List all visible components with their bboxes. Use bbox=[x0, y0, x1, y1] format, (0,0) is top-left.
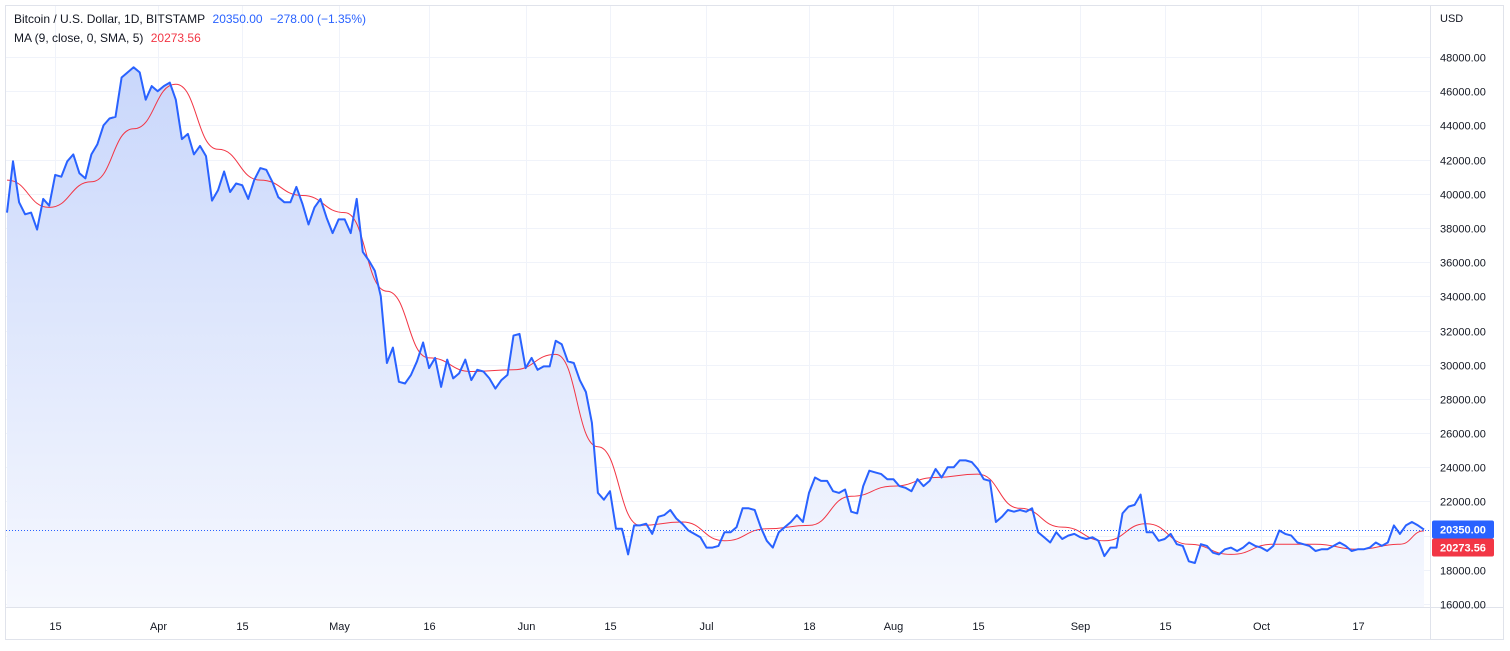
x-tick-label: 15 bbox=[236, 621, 248, 633]
y-tick-label: 46000.00 bbox=[1440, 87, 1486, 99]
x-tick-label: Jun bbox=[518, 621, 536, 633]
x-tick-label: Oct bbox=[1253, 621, 1270, 633]
symbol-title[interactable]: Bitcoin / U.S. Dollar, 1D, BITSTAMP bbox=[14, 12, 206, 26]
x-tick-label: 15 bbox=[972, 621, 984, 633]
last-price-value: 20350.00 bbox=[212, 12, 263, 26]
y-tick-label: 18000.00 bbox=[1440, 566, 1486, 578]
ma-line bbox=[6, 83, 1425, 555]
axis-labels: 16000.0018000.0020000.0022000.0024000.00… bbox=[49, 53, 1494, 633]
currency-label: USD bbox=[1440, 13, 1464, 25]
x-tick-label: Apr bbox=[150, 621, 167, 633]
x-tick-label: Jul bbox=[699, 621, 713, 633]
y-tick-label: 40000.00 bbox=[1440, 190, 1486, 202]
chart-frame bbox=[5, 5, 1504, 640]
y-tick-label: 42000.00 bbox=[1440, 156, 1486, 168]
y-tick-label: 26000.00 bbox=[1440, 429, 1486, 441]
x-tick-label: Aug bbox=[884, 621, 904, 633]
x-tick-label: 17 bbox=[1352, 621, 1364, 633]
x-tick-label: 18 bbox=[803, 621, 815, 633]
y-tick-label: 28000.00 bbox=[1440, 395, 1486, 407]
ma-indicator-label[interactable]: MA (9, close, 0, SMA, 5) bbox=[14, 31, 144, 45]
y-tick-label: 38000.00 bbox=[1440, 224, 1486, 236]
last-price-badge-bg bbox=[1432, 520, 1494, 539]
price-area-fill bbox=[7, 67, 1424, 608]
y-tick-label: 30000.00 bbox=[1440, 361, 1486, 373]
ma-value-badge: 20273.56 bbox=[1440, 543, 1486, 555]
y-tick-label: 48000.00 bbox=[1440, 53, 1486, 65]
y-tick-label: 34000.00 bbox=[1440, 292, 1486, 304]
ma-indicator-value: 20273.56 bbox=[150, 31, 201, 45]
series-layer bbox=[6, 66, 1430, 608]
x-tick-label: Sep bbox=[1071, 621, 1091, 633]
y-tick-label: 44000.00 bbox=[1440, 121, 1486, 133]
y-tick-label: 32000.00 bbox=[1440, 327, 1486, 339]
price-line bbox=[6, 66, 1425, 564]
main-legend[interactable]: Bitcoin / U.S. Dollar, 1D, BITSTAMP 2035… bbox=[14, 12, 370, 26]
last-price-badge: 20350.00 bbox=[1440, 525, 1486, 537]
x-tick-label: May bbox=[329, 621, 350, 633]
y-tick-label: 22000.00 bbox=[1440, 497, 1486, 509]
ma-value-badge-bg bbox=[1432, 538, 1494, 557]
price-change-value: −278.00 (−1.35%) bbox=[269, 12, 366, 26]
y-tick-label: 24000.00 bbox=[1440, 463, 1486, 475]
x-tick-label: 15 bbox=[604, 621, 616, 633]
ma-legend[interactable]: MA (9, close, 0, SMA, 5) 20273.56 bbox=[14, 31, 205, 45]
x-tick-label: 15 bbox=[49, 621, 61, 633]
x-tick-label: 16 bbox=[423, 621, 435, 633]
y-tick-label: 36000.00 bbox=[1440, 258, 1486, 270]
x-tick-label: 15 bbox=[1159, 621, 1171, 633]
y-tick-label: 16000.00 bbox=[1440, 600, 1486, 612]
